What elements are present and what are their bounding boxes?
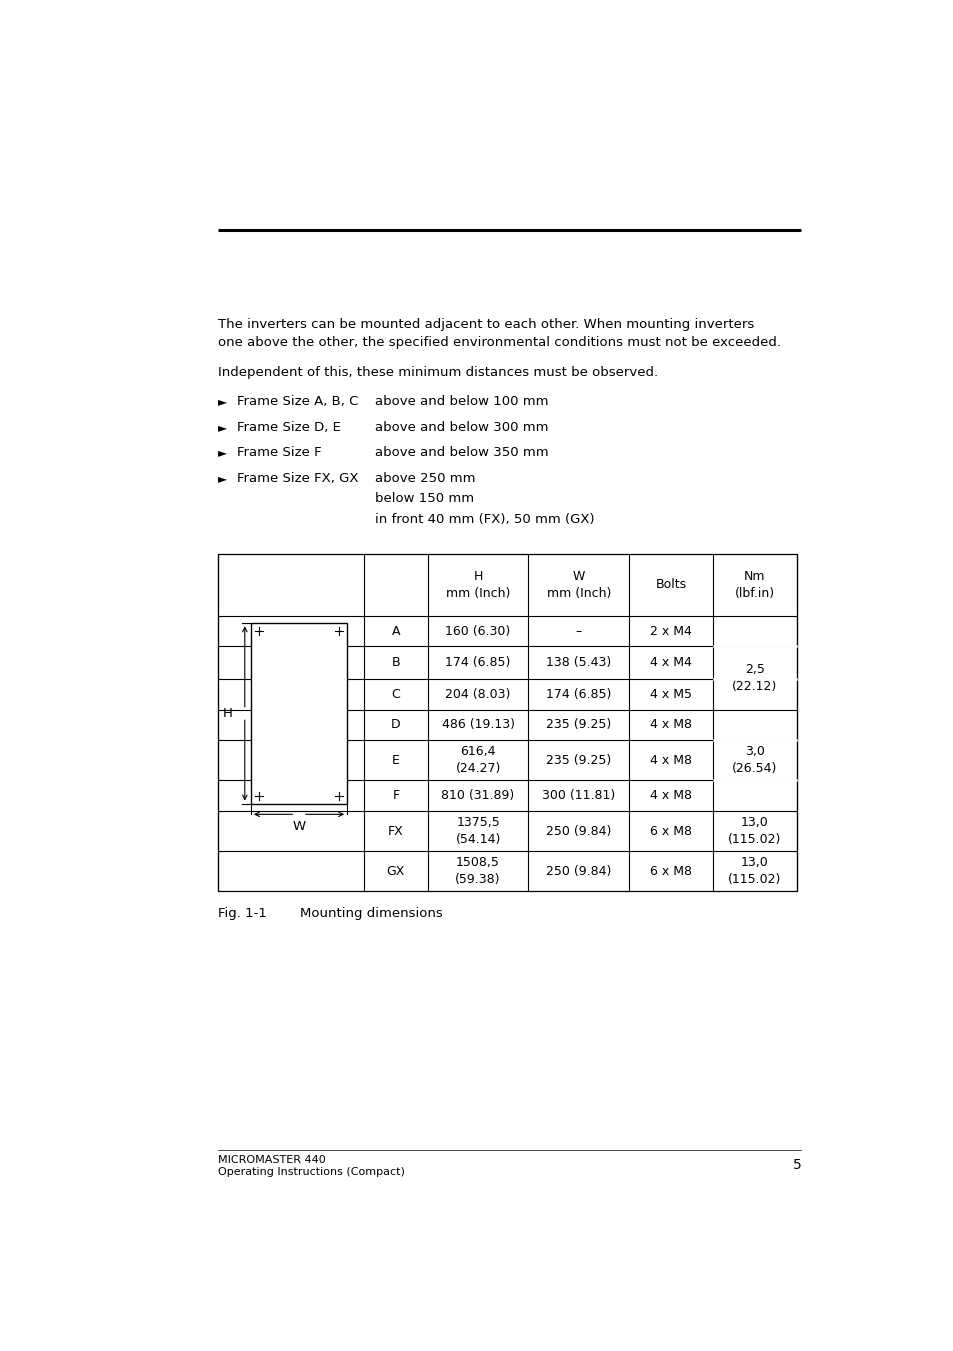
Text: 5: 5 — [792, 1158, 801, 1171]
Text: 1375,5
(54.14): 1375,5 (54.14) — [455, 816, 500, 846]
Text: 4 x M8: 4 x M8 — [649, 754, 691, 767]
Text: W
mm (Inch): W mm (Inch) — [546, 570, 610, 600]
Text: D: D — [391, 719, 400, 731]
Text: 1508,5
(59.38): 1508,5 (59.38) — [455, 857, 500, 886]
Text: below 150 mm: below 150 mm — [375, 493, 474, 505]
Text: ►: ► — [218, 446, 227, 459]
Text: 3,0
(26.54): 3,0 (26.54) — [731, 746, 777, 775]
Text: 4 x M8: 4 x M8 — [649, 719, 691, 731]
Text: Mounting dimensions: Mounting dimensions — [299, 907, 442, 920]
Text: above 250 mm: above 250 mm — [375, 471, 475, 485]
Text: 235 (9.25): 235 (9.25) — [546, 719, 611, 731]
Text: 250 (9.84): 250 (9.84) — [545, 824, 611, 838]
Text: 235 (9.25): 235 (9.25) — [546, 754, 611, 767]
Text: A: A — [392, 624, 399, 638]
Text: 6 x M8: 6 x M8 — [649, 865, 691, 878]
Text: 174 (6.85): 174 (6.85) — [545, 688, 611, 701]
Text: 204 (8.03): 204 (8.03) — [445, 688, 510, 701]
Text: W: W — [293, 820, 305, 832]
Text: in front 40 mm (FX), 50 mm (GX): in front 40 mm (FX), 50 mm (GX) — [375, 513, 594, 527]
Text: 174 (6.85): 174 (6.85) — [445, 657, 510, 669]
Text: 4 x M5: 4 x M5 — [649, 688, 691, 701]
Text: 810 (31.89): 810 (31.89) — [441, 789, 515, 802]
Text: Frame Size A, B, C: Frame Size A, B, C — [236, 396, 358, 408]
Text: Nm
(lbf.in): Nm (lbf.in) — [734, 570, 774, 600]
Text: above and below 300 mm: above and below 300 mm — [375, 422, 548, 434]
Text: FX: FX — [388, 824, 403, 838]
Text: H
mm (Inch): H mm (Inch) — [445, 570, 510, 600]
Text: C: C — [391, 688, 400, 701]
Text: 6 x M8: 6 x M8 — [649, 824, 691, 838]
Text: ►: ► — [218, 422, 227, 434]
Text: Fig. 1-1: Fig. 1-1 — [218, 907, 267, 920]
Text: 2 x M4: 2 x M4 — [649, 624, 691, 638]
Text: 13,0
(115.02): 13,0 (115.02) — [727, 816, 781, 846]
Text: 138 (5.43): 138 (5.43) — [546, 657, 611, 669]
Bar — [251, 623, 347, 804]
Text: above and below 350 mm: above and below 350 mm — [375, 446, 548, 459]
Text: E: E — [392, 754, 399, 767]
Text: B: B — [391, 657, 400, 669]
Text: H: H — [223, 707, 233, 720]
Bar — [218, 554, 796, 892]
Text: ►: ► — [218, 471, 227, 485]
Text: The inverters can be mounted adjacent to each other. When mounting inverters
one: The inverters can be mounted adjacent to… — [218, 319, 781, 350]
Text: –: – — [575, 624, 581, 638]
Text: 4 x M8: 4 x M8 — [649, 789, 691, 802]
Text: 250 (9.84): 250 (9.84) — [545, 865, 611, 878]
Text: 486 (19.13): 486 (19.13) — [441, 719, 514, 731]
Text: MICROMASTER 440: MICROMASTER 440 — [218, 1155, 326, 1166]
Text: Operating Instructions (Compact): Operating Instructions (Compact) — [218, 1167, 405, 1177]
Text: 160 (6.30): 160 (6.30) — [445, 624, 510, 638]
Text: Frame Size F: Frame Size F — [236, 446, 321, 459]
Text: above and below 100 mm: above and below 100 mm — [375, 396, 548, 408]
Text: Frame Size D, E: Frame Size D, E — [236, 422, 340, 434]
Text: Frame Size FX, GX: Frame Size FX, GX — [236, 471, 358, 485]
Text: ►: ► — [218, 396, 227, 408]
Text: Independent of this, these minimum distances must be observed.: Independent of this, these minimum dista… — [218, 366, 658, 380]
Text: F: F — [392, 789, 399, 802]
Text: Bolts: Bolts — [655, 578, 686, 592]
Text: 4 x M4: 4 x M4 — [649, 657, 691, 669]
Text: 616,4
(24.27): 616,4 (24.27) — [455, 746, 500, 775]
Text: 2,5
(22.12): 2,5 (22.12) — [731, 663, 777, 693]
Text: 300 (11.81): 300 (11.81) — [541, 789, 615, 802]
Text: 13,0
(115.02): 13,0 (115.02) — [727, 857, 781, 886]
Text: GX: GX — [386, 865, 405, 878]
